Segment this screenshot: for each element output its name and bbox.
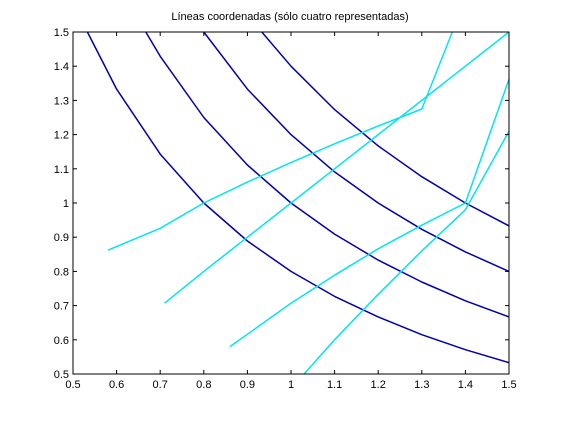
x-tick-label: 0.6: [109, 379, 124, 391]
y-tick-label: 1: [63, 198, 69, 210]
y-tick-label: 0.6: [54, 335, 69, 347]
y-tick-label: 1.2: [54, 130, 69, 142]
x-tick-label: 1.1: [327, 379, 342, 391]
x-axis-ticks: 0.5 0.6 0.7 0.8 0.9 1 1.1 1.2 1.3 1.4 1.5: [65, 32, 517, 391]
chart-title: Líneas coordenadas (sólo cuatro represen…: [171, 11, 408, 23]
plot-lines: [86, 31, 510, 375]
hyperbola-line-1: [86, 31, 510, 364]
y-tick-label: 0.9: [54, 232, 69, 244]
y-tick-label: 0.8: [54, 266, 69, 278]
x-tick-label: 1.4: [458, 379, 473, 391]
x-tick-label: 1: [288, 379, 294, 391]
y-tick-label: 1.4: [54, 61, 69, 73]
y-tick-label: 0.5: [54, 369, 69, 381]
x-tick-label: 1.2: [371, 379, 386, 391]
ray-line-5: [107, 31, 453, 251]
y-tick-label: 1.5: [54, 27, 69, 39]
x-tick-label: 0.8: [196, 379, 211, 391]
ray-line-6: [164, 31, 510, 304]
x-tick-label: 1.5: [501, 379, 516, 391]
x-tick-label: 0.9: [240, 379, 255, 391]
y-tick-label: 1.1: [54, 164, 69, 176]
ray-line-7: [229, 78, 510, 348]
hyperbola-line-2: [145, 31, 510, 318]
y-tick-label: 1.3: [54, 95, 69, 107]
hyperbola-line-3: [203, 31, 510, 273]
y-tick-label: 0.7: [54, 301, 69, 313]
y-axis-ticks: 0.5 0.6 0.7 0.8 0.9 1 1.1 1.2 1.3 1.4 1.5: [54, 27, 509, 381]
ray-line-8: [303, 130, 510, 375]
x-tick-label: 0.7: [153, 379, 168, 391]
x-tick-label: 0.5: [65, 379, 80, 391]
x-tick-label: 1.3: [414, 379, 429, 391]
